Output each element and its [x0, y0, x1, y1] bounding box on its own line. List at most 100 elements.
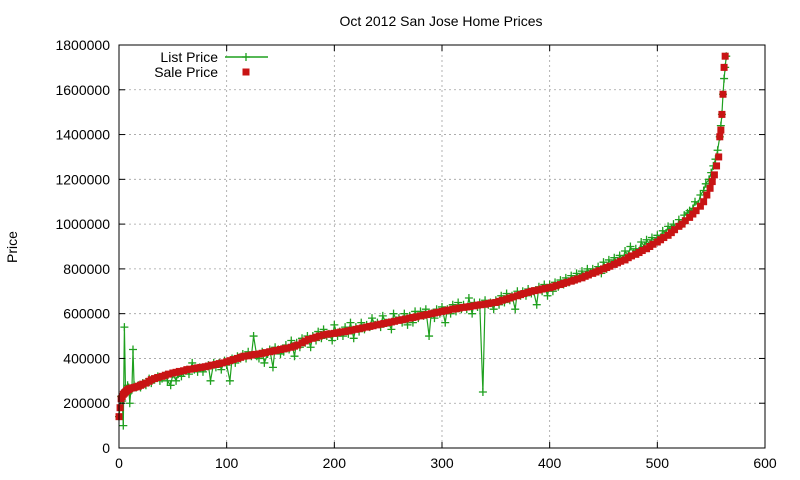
sale-price-point: [696, 202, 704, 210]
list-price-point: [260, 358, 269, 367]
list-price-point: [125, 399, 134, 408]
sale-price-point: [509, 293, 517, 301]
x-tick-label: 200: [323, 455, 347, 471]
sale-price-point: [660, 234, 668, 242]
axis-ticks: 0 100 200 300 400 500 600 0 200000 400000 600000 80…: [55, 37, 776, 471]
sale-price-point: [692, 207, 700, 215]
sale-price-point: [715, 153, 723, 161]
sale-price-point: [391, 317, 399, 325]
sale-price-point: [348, 326, 356, 334]
list-price-point: [489, 305, 498, 314]
y-tick-label: 1000000: [55, 216, 110, 232]
grid-lines: [119, 45, 765, 448]
legend-item-0: List Price: [160, 49, 268, 65]
sale-price-point: [649, 240, 657, 248]
x-tick-label: 300: [430, 455, 454, 471]
sale-price-point: [434, 308, 442, 316]
list-price-point: [713, 146, 722, 155]
x-tick-label: 0: [115, 455, 123, 471]
sale-price-point: [574, 275, 582, 283]
sale-price-point: [337, 328, 345, 336]
sale-price-point: [681, 217, 689, 225]
list-price-point: [720, 74, 729, 83]
list-price-point: [511, 305, 520, 314]
sale-price-point: [326, 330, 334, 338]
list-price-point: [642, 235, 651, 244]
list-price-point: [119, 421, 128, 430]
y-axis-label: Price: [4, 231, 20, 263]
list-price-point: [368, 314, 377, 323]
sale-price-point: [718, 110, 726, 118]
sale-price-point: [541, 284, 549, 292]
sale-price-point: [466, 303, 474, 311]
series-1: [115, 52, 729, 421]
sale-price-point: [700, 198, 708, 206]
sale-price-point: [713, 162, 721, 170]
list-price-point: [696, 191, 705, 200]
sale-price-point: [218, 359, 226, 367]
sale-price-point: [294, 341, 302, 349]
list-price-point: [249, 332, 258, 341]
sale-price-point: [444, 306, 452, 314]
sale-price-point: [606, 262, 614, 270]
sale-price-point: [703, 191, 711, 199]
sale-price-point: [706, 184, 714, 192]
sale-price-point: [455, 304, 463, 312]
list-price-point: [206, 376, 215, 385]
sale-price-point: [369, 322, 377, 330]
series-0: [115, 52, 731, 430]
y-tick-label: 1800000: [55, 37, 110, 53]
list-price-point: [290, 352, 299, 361]
legend-label: List Price: [160, 49, 218, 65]
y-tick-label: 1200000: [55, 171, 110, 187]
sale-price-point: [710, 171, 718, 179]
sale-price-point: [716, 133, 724, 141]
sale-price-point: [251, 350, 259, 358]
sale-price-point: [283, 344, 291, 352]
legend-item-1: Sale Price: [154, 64, 250, 80]
sale-price-point: [412, 313, 420, 321]
sale-price-point: [358, 324, 366, 332]
list-price-point: [464, 293, 473, 302]
list-price-point: [425, 332, 434, 341]
sale-price-point: [671, 226, 679, 234]
sale-price-point: [208, 361, 216, 369]
sale-price-point: [272, 346, 280, 354]
sale-price-point: [154, 373, 162, 381]
list-price-point: [349, 334, 358, 343]
x-tick-label: 500: [646, 455, 670, 471]
list-price-point: [441, 318, 450, 327]
sale-price-point: [627, 252, 635, 260]
sale-price-point: [717, 126, 725, 134]
list-price-point: [128, 345, 137, 354]
x-tick-label: 400: [538, 455, 562, 471]
sale-price-point: [584, 271, 592, 279]
sale-price-point: [520, 290, 528, 298]
sale-price-point: [498, 296, 506, 304]
y-tick-label: 800000: [63, 261, 110, 277]
sale-price-point: [116, 404, 124, 412]
sale-price-point: [165, 370, 173, 378]
list-price-point: [604, 255, 613, 264]
list-price-point: [346, 318, 355, 327]
list-price-point: [637, 238, 646, 247]
sale-price-point: [488, 299, 496, 307]
y-tick-label: 200000: [63, 395, 110, 411]
sale-price-point: [708, 178, 716, 186]
sale-price-point: [595, 267, 603, 275]
sale-price-point: [720, 63, 728, 71]
y-tick-label: 1600000: [55, 82, 110, 98]
sale-price-point: [380, 320, 388, 328]
sale-price-point: [240, 352, 248, 360]
list-price-point: [120, 323, 129, 332]
sale-price-point: [315, 332, 323, 340]
list-price-point: [701, 179, 710, 188]
legend-label: Sale Price: [154, 64, 218, 80]
list-price-point: [306, 343, 315, 352]
sale-price-point: [721, 52, 729, 60]
list-price-point: [268, 363, 277, 372]
sale-price-point: [401, 315, 409, 323]
list-price-point: [172, 376, 181, 385]
